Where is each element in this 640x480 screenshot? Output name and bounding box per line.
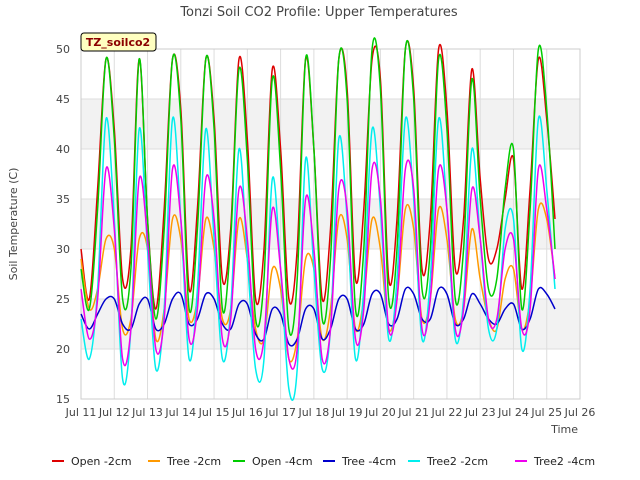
x-tick-label: Jul 23 (464, 406, 496, 419)
site-badge-label: TZ_soilco2 (86, 36, 150, 49)
x-tick-label: Jul 22 (431, 406, 463, 419)
x-tick-label: Jul 14 (164, 406, 196, 419)
x-axis-ticks: Jul 11 Jul 12 Jul 13 Jul 14 Jul 15 Jul 16 Jul … (65, 406, 596, 419)
legend-label: Tree -4cm (341, 455, 396, 468)
legend-item-tree2-2cm: Tree2 -2cm (408, 455, 488, 468)
x-axis-label: Time (550, 423, 578, 436)
y-tick-label: 40 (56, 143, 70, 156)
y-tick-label: 25 (56, 293, 70, 306)
chart-title: Tonzi Soil CO2 Profile: Upper Temperatur… (179, 5, 458, 20)
site-badge: TZ_soilco2 (80, 32, 157, 52)
legend-item-open-4cm: Open -4cm (233, 455, 313, 468)
x-tick-label: Jul 17 (264, 406, 296, 419)
x-tick-label: Jul 12 (98, 406, 130, 419)
x-tick-label: Jul 15 (198, 406, 230, 419)
x-tick-label: Jul 24 (497, 406, 529, 419)
background-band (81, 99, 580, 149)
y-tick-label: 30 (56, 243, 70, 256)
legend-label: Tree2 -4cm (533, 455, 595, 468)
legend-label: Tree -2cm (166, 455, 221, 468)
series-line-tree2-4cm (80, 159, 556, 370)
x-tick-label: Jul 13 (131, 406, 163, 419)
y-tick-label: 20 (56, 343, 70, 356)
legend-item-tree2-4cm: Tree2 -4cm (515, 455, 595, 468)
y-tick-label: 50 (56, 43, 70, 56)
legend-label: Tree2 -2cm (426, 455, 488, 468)
y-axis-ticks: 15 20 25 30 35 40 45 50 (56, 43, 70, 406)
legend-item-open-2cm: Open -2cm (52, 455, 132, 468)
series-lines (80, 37, 556, 401)
x-tick-label: Jul 26 (564, 406, 596, 419)
x-tick-label: Jul 16 (231, 406, 263, 419)
series-line-open-4cm (80, 37, 556, 336)
x-tick-label: Jul 19 (331, 406, 363, 419)
x-tick-label: Jul 25 (530, 406, 562, 419)
x-tick-label: Jul 21 (397, 406, 429, 419)
legend: Open -2cm Tree -2cm Open -4cm Tree -4cm Tree… (52, 455, 595, 468)
legend-label: Open -2cm (71, 455, 132, 468)
legend-item-tree-4cm: Tree -4cm (323, 455, 396, 468)
x-tick-label: Jul 20 (364, 406, 396, 419)
legend-label: Open -4cm (252, 455, 313, 468)
y-axis-label: Soil Temperature (C) (7, 168, 20, 281)
y-tick-label: 15 (56, 393, 70, 406)
y-tick-label: 45 (56, 93, 70, 106)
y-tick-label: 35 (56, 193, 70, 206)
legend-item-tree-2cm: Tree -2cm (148, 455, 221, 468)
x-tick-label: Jul 18 (297, 406, 329, 419)
series-line-tree2-2cm (80, 115, 556, 401)
plot-area (80, 48, 581, 400)
x-tick-label: Jul 11 (65, 406, 97, 419)
